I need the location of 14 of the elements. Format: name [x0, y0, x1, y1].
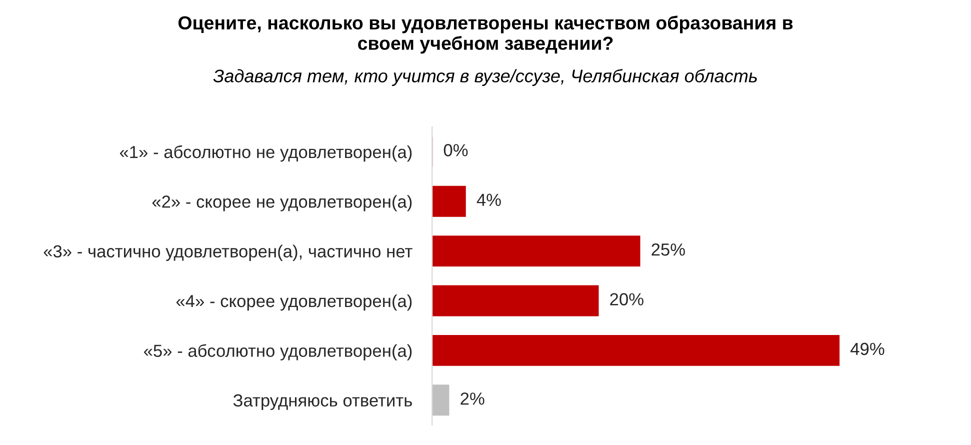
y-tick-label: Затрудняюсь ответить	[233, 394, 412, 410]
data-label: 49%	[850, 342, 884, 356]
y-tick-label: «3» - частично удовлетворен(а), частично нет	[44, 244, 412, 261]
y-tick-label: «1» - абсолютно не удовлетворен(а)	[120, 145, 412, 162]
y-tick-label: «2» - скорее не удовлетворен(а)	[152, 195, 412, 212]
y-tick-label: «4» - скорее удовлетворен(а)	[176, 294, 412, 311]
data-label: 0%	[444, 144, 468, 156]
data-label: 20%	[610, 293, 644, 306]
data-label: 2%	[460, 392, 484, 405]
chart-title: Оцените, насколько вы удовлетворены качеством образования в своем учебном заведении?	[178, 16, 793, 54]
data-label: 4%	[476, 194, 501, 206]
data-label: 25%	[652, 243, 685, 256]
chart-subtitle: Задавался тем, кто учится в вузе/ссузе, Челябинская область	[213, 68, 757, 86]
y-tick-label: «5» - абсолютно удовлетворен(а)	[144, 344, 412, 360]
